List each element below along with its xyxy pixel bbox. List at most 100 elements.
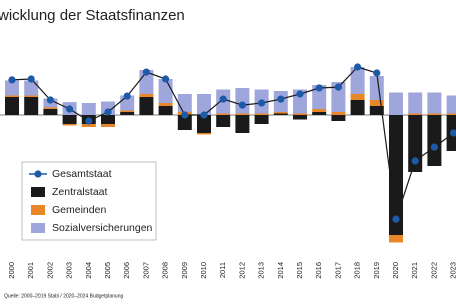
bar <box>24 80 39 96</box>
line-point <box>200 111 208 119</box>
bar <box>350 94 365 100</box>
legend-label: Gemeinden <box>52 204 106 216</box>
bar <box>293 113 307 115</box>
bar <box>197 133 211 135</box>
bar <box>331 112 346 115</box>
bar <box>216 113 231 115</box>
line-point <box>85 117 93 125</box>
bar <box>427 115 442 166</box>
bar <box>216 115 231 127</box>
x-tick-label: 2017 <box>333 262 342 279</box>
x-tick-label: 2006 <box>122 262 131 279</box>
line-point <box>354 63 362 71</box>
line-point <box>66 105 74 113</box>
line-point <box>334 83 342 91</box>
bar <box>120 112 135 115</box>
bar <box>43 109 58 115</box>
bar <box>312 109 327 112</box>
bar <box>254 115 269 124</box>
x-tick-label: 2003 <box>65 262 74 279</box>
bar <box>24 95 39 97</box>
bar <box>235 88 250 114</box>
line-point <box>373 69 381 77</box>
x-tick-label: 2004 <box>84 262 93 279</box>
line-point <box>162 75 170 83</box>
legend-marker <box>34 170 42 178</box>
bar <box>293 115 307 120</box>
bar <box>254 113 269 115</box>
bar <box>235 113 250 115</box>
x-tick-label: 2014 <box>276 262 285 279</box>
line-point <box>315 84 323 92</box>
line-point <box>258 99 266 107</box>
bar <box>62 115 77 124</box>
bar <box>43 107 58 109</box>
x-tick-label: 2011 <box>218 262 227 278</box>
bar <box>158 106 173 115</box>
x-tick-label: 2000 <box>7 262 16 279</box>
line-point <box>430 143 438 151</box>
bar <box>177 94 192 112</box>
bar <box>273 112 288 114</box>
x-tick-label: 2008 <box>161 262 170 279</box>
bar <box>158 103 173 106</box>
x-tick-label: 2015 <box>295 262 304 279</box>
bar <box>389 115 403 235</box>
bar <box>350 100 365 115</box>
x-tick-label: 2022 <box>429 262 438 279</box>
x-tick-label: 2020 <box>391 262 400 279</box>
bar <box>427 113 442 115</box>
x-tick-label: 2013 <box>257 262 266 279</box>
legend: Gesamtstaat Zentralstaat Gemeinden Sozialve… <box>21 161 157 241</box>
x-tick-label: 2019 <box>372 262 381 279</box>
bar <box>5 80 19 96</box>
x-tick-label: 2016 <box>314 262 323 279</box>
source: Quelle: 2000–2019 Stabi / 2020–2024 Budg… <box>4 293 123 299</box>
x-tick-label: 2009 <box>180 262 189 279</box>
bar <box>408 113 423 115</box>
bar <box>139 94 154 97</box>
line-point <box>46 96 55 104</box>
x-tick-label: 2010 <box>199 262 208 279</box>
legend-swatch <box>31 223 45 233</box>
line-point <box>277 95 285 103</box>
bar <box>446 113 456 115</box>
bar <box>101 115 115 124</box>
bar <box>62 124 77 126</box>
bar <box>139 97 154 115</box>
line-point <box>104 108 112 116</box>
bar <box>81 124 96 127</box>
legend-label: Zentralstaat <box>52 186 108 198</box>
bar <box>312 85 327 109</box>
plot: 2000 2001 2002 2003 2004 2005 2006 2007 2008 2009… <box>0 63 456 279</box>
bar <box>235 115 250 133</box>
bar <box>197 94 211 115</box>
legend-swatch <box>31 187 45 197</box>
bar <box>101 124 115 127</box>
legend-swatch <box>31 205 45 215</box>
line-point <box>8 76 16 84</box>
bar <box>5 97 19 115</box>
line-point <box>142 68 150 76</box>
bar <box>197 115 211 133</box>
bar <box>331 82 346 112</box>
line-point <box>219 95 227 103</box>
line-point <box>27 75 35 83</box>
bar <box>312 112 327 115</box>
line-point <box>450 129 456 137</box>
x-tick-label: 2021 <box>410 262 419 279</box>
line-point <box>392 215 400 223</box>
bar <box>389 92 403 115</box>
bar <box>408 92 423 114</box>
bar <box>24 97 39 115</box>
chart-title: wicklung der Staatsfinanzen <box>0 7 185 24</box>
legend-label: Gesamtstaat <box>52 168 112 180</box>
bar <box>273 113 288 115</box>
bar <box>369 100 384 106</box>
legend-label: Sozialversicherungen <box>52 222 153 234</box>
bar <box>5 95 19 97</box>
bar <box>120 110 135 112</box>
bar <box>177 115 192 130</box>
bar <box>369 106 384 115</box>
